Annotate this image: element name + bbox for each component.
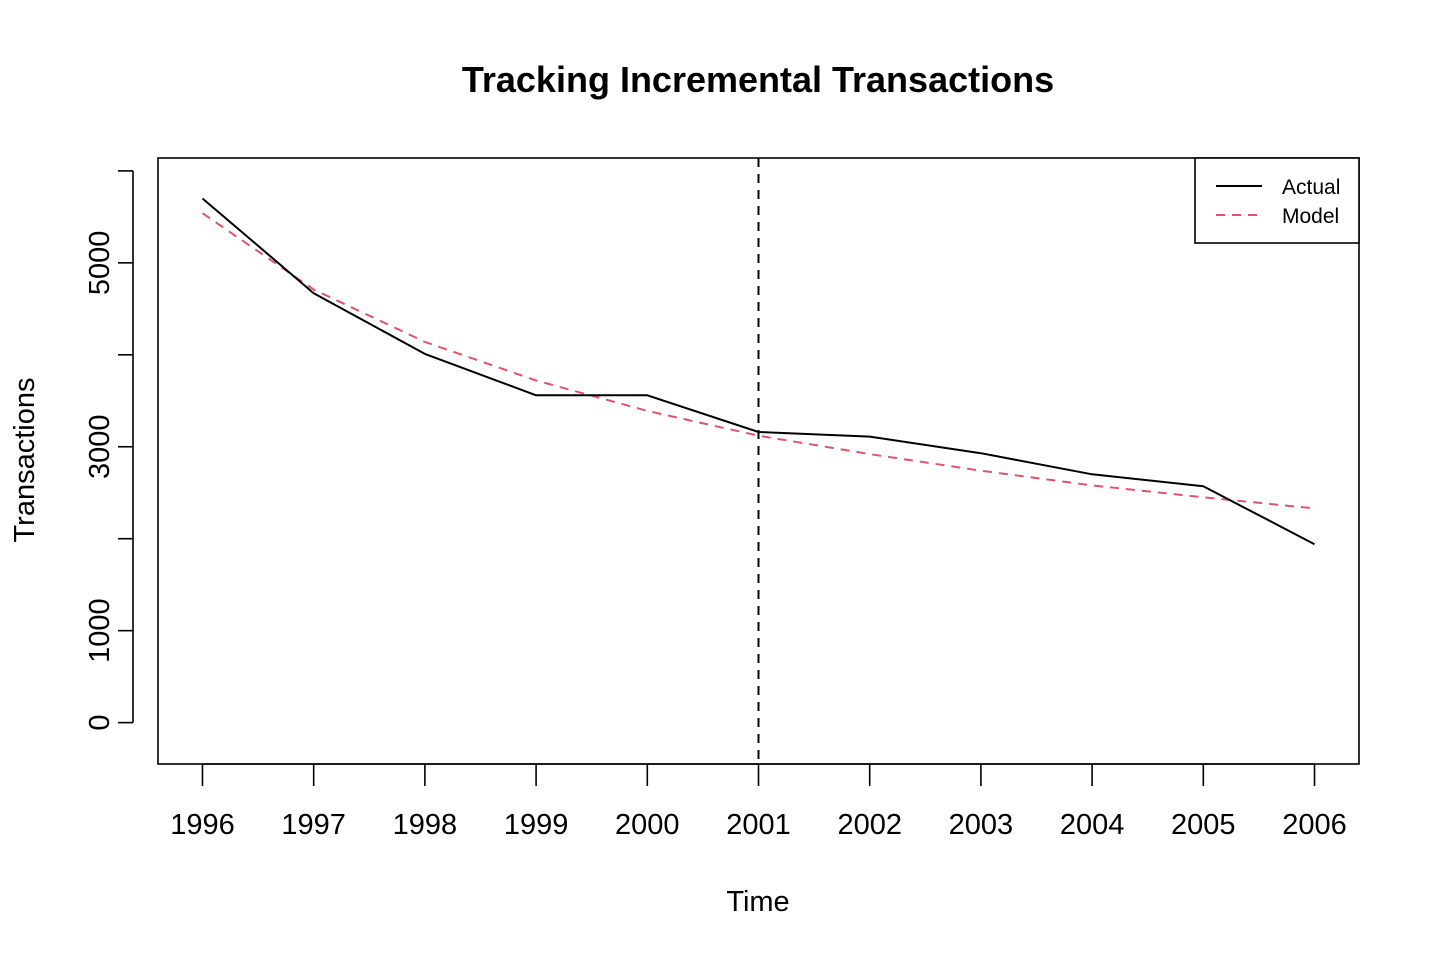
- plot-marks: [201, 158, 1315, 764]
- chart-title: Tracking Incremental Transactions: [462, 59, 1054, 100]
- y-tick-label: 5000: [84, 231, 116, 296]
- x-tick-label: 1996: [170, 809, 235, 841]
- legend-box: [1194, 157, 1360, 244]
- legend-label-actual: Actual: [1282, 176, 1340, 199]
- y-axis-title: Transactions: [9, 378, 41, 543]
- x-tick-label: 1997: [281, 809, 346, 841]
- y-tick-label: 0: [84, 715, 116, 731]
- y-axis: 0 1000 3000 5000: [84, 170, 134, 731]
- x-tick-label: 2002: [837, 809, 902, 841]
- legend-label-model: Model: [1282, 205, 1339, 228]
- y-tick-label: 3000: [84, 414, 116, 479]
- legend: Actual Model: [1194, 157, 1360, 244]
- y-tick-label: 1000: [84, 598, 116, 663]
- x-tick-label: 1998: [393, 809, 458, 841]
- x-tick-label: 2000: [615, 809, 680, 841]
- series-line-actual: [201, 197, 1315, 546]
- x-tick-label: 2006: [1282, 809, 1347, 841]
- series-line-model: [201, 212, 1315, 510]
- x-tick-label: 2004: [1060, 809, 1125, 841]
- x-axis: 1996 1997 1998 1999 2000 2001 2002 2003 2004 2005…: [170, 763, 1347, 841]
- x-tick-label: 2001: [726, 809, 791, 841]
- x-axis-title: Time: [726, 886, 789, 918]
- x-tick-label: 1999: [504, 809, 569, 841]
- x-tick-label: 2005: [1171, 809, 1236, 841]
- x-tick-label: 2003: [949, 809, 1014, 841]
